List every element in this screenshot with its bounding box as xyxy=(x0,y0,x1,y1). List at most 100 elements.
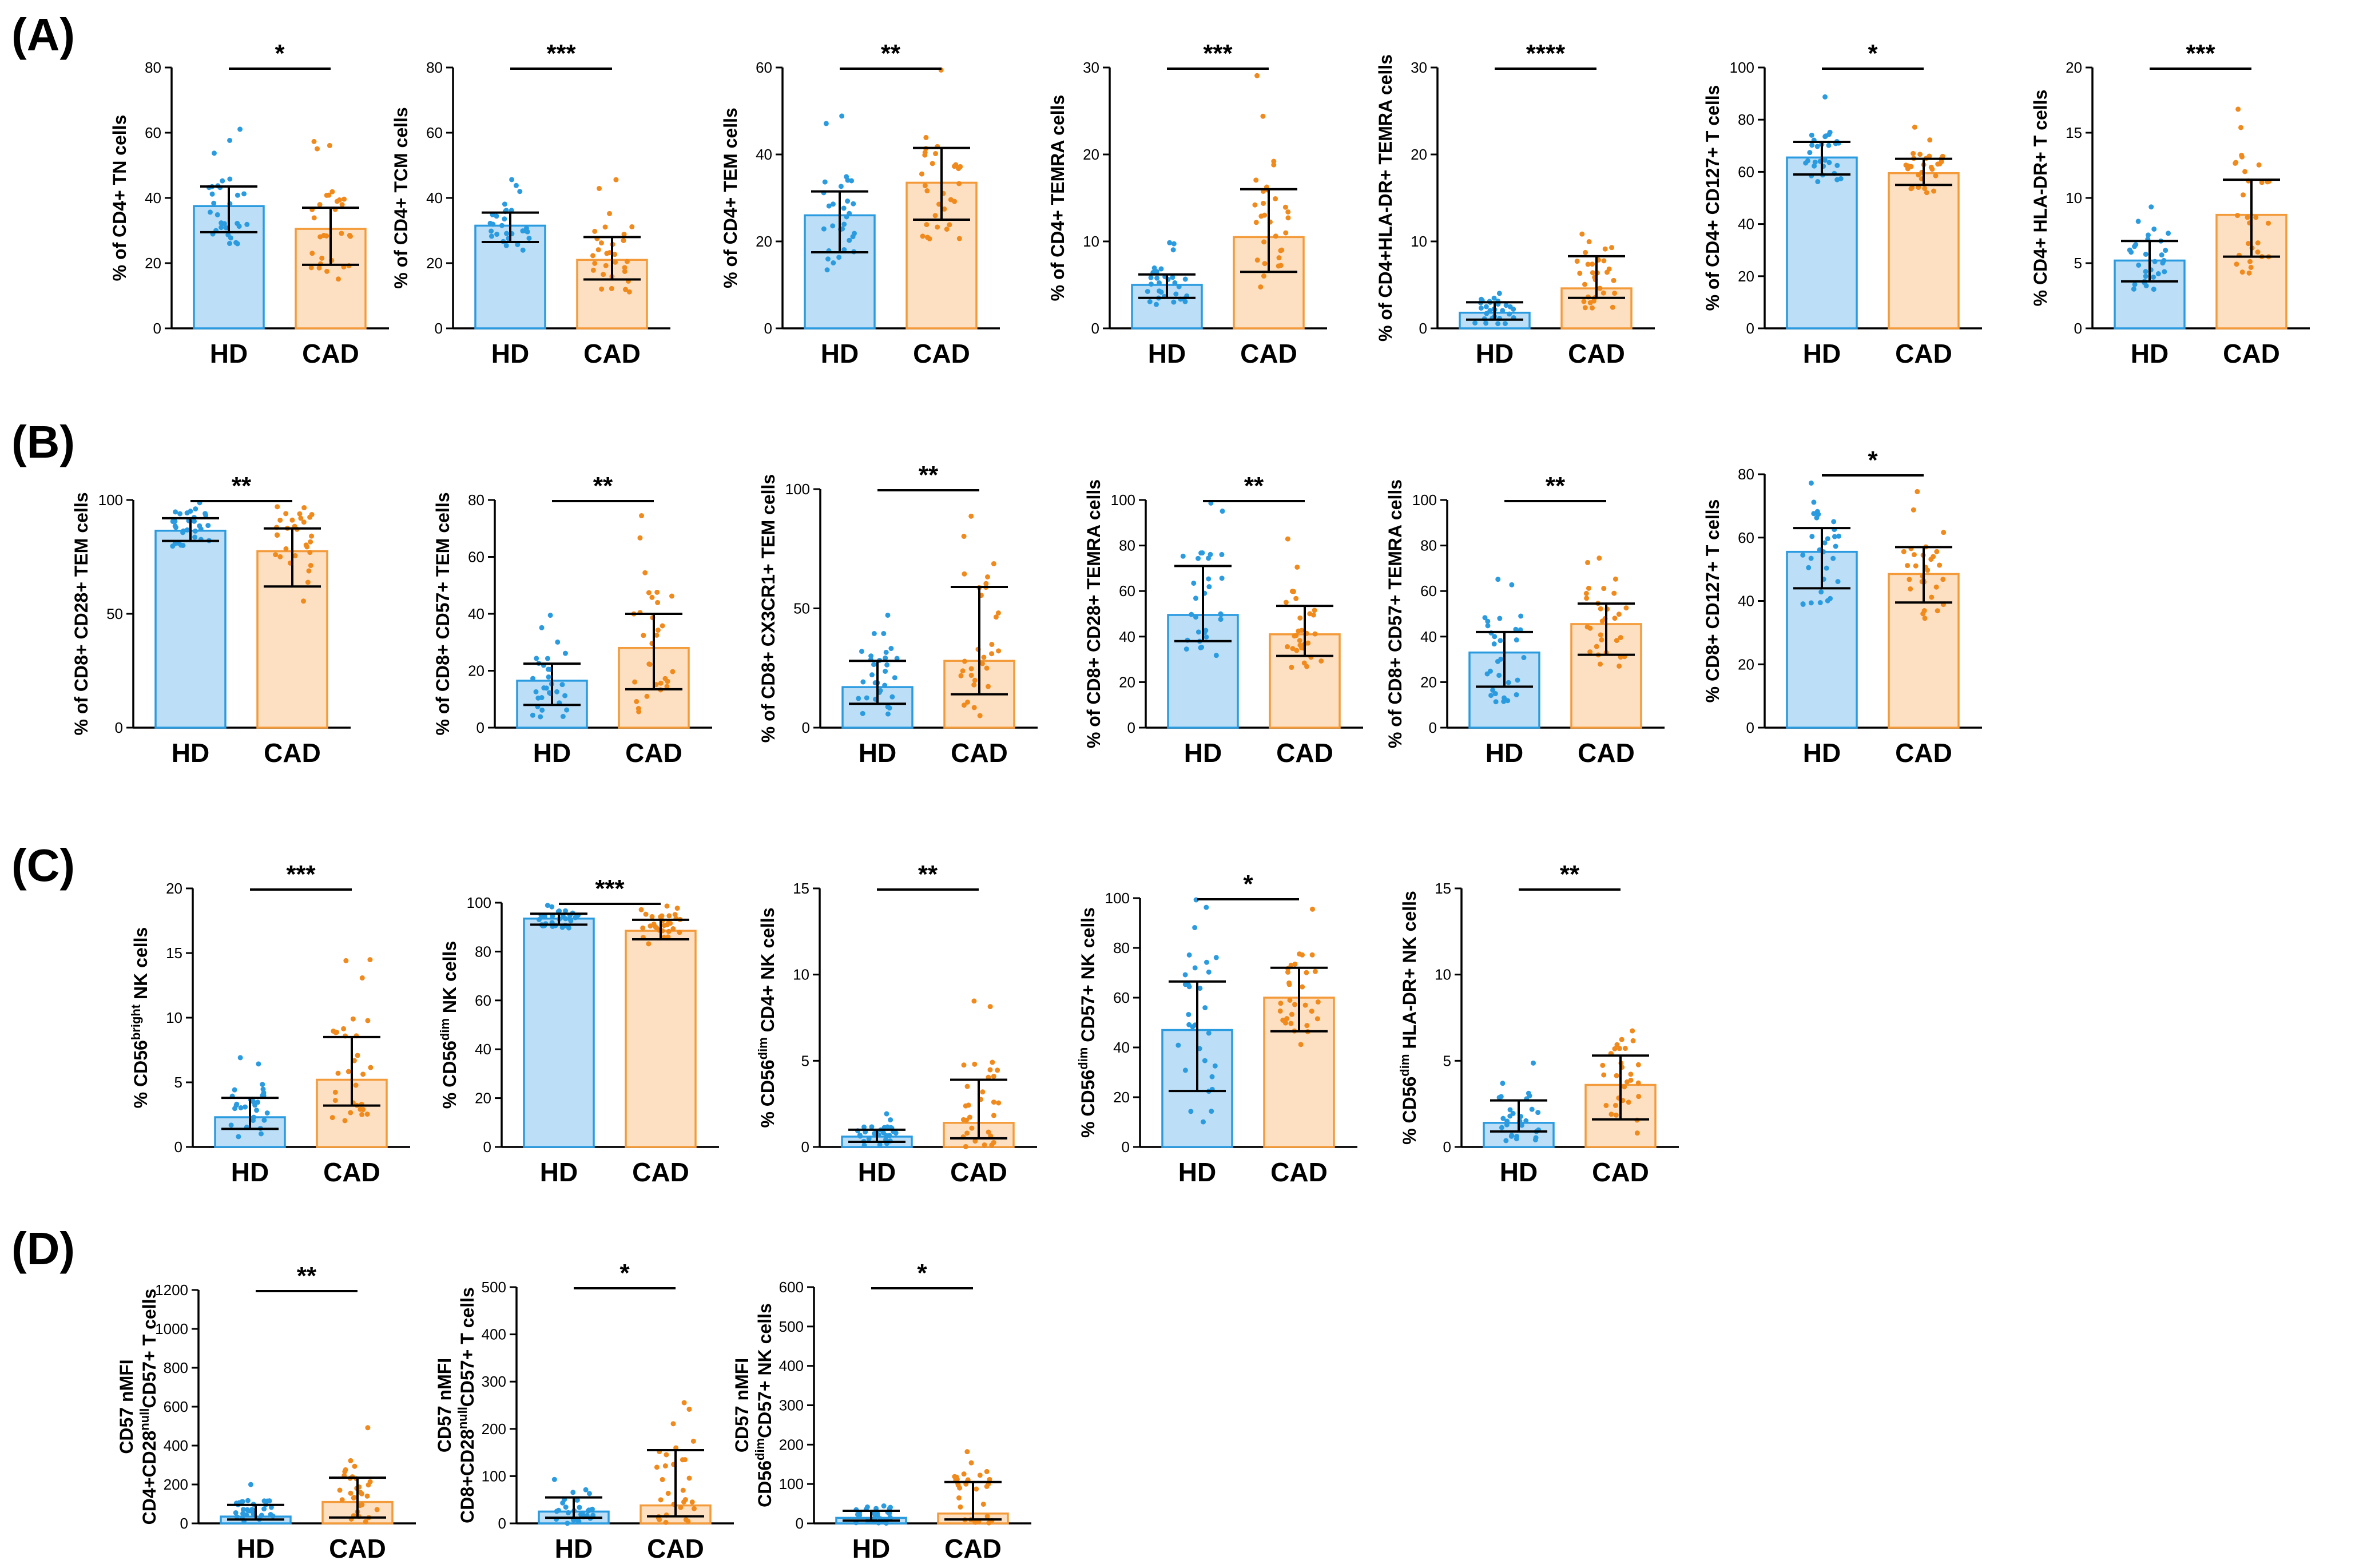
data-point-hd xyxy=(893,1130,899,1136)
data-point-hd xyxy=(245,1498,251,1503)
data-point-hd xyxy=(2143,269,2148,275)
data-point-hd xyxy=(1182,1067,1188,1073)
category-label-cad: CAD xyxy=(302,339,359,368)
data-point-cad xyxy=(309,511,315,517)
y-axis-label-line1: CD57 nMFI xyxy=(434,1358,455,1452)
data-point-hd xyxy=(2132,281,2138,287)
data-point-cad xyxy=(1577,271,1583,276)
data-point-cad xyxy=(662,1463,668,1469)
data-point-cad xyxy=(920,233,926,239)
data-point-hd xyxy=(237,1055,243,1061)
data-point-cad xyxy=(365,1018,371,1023)
data-point-cad xyxy=(964,1083,970,1089)
data-point-hd xyxy=(830,223,836,229)
data-point-cad xyxy=(1315,999,1321,1005)
y-axis-label: CD8+CD28nullCD57+ T cells xyxy=(455,1287,478,1523)
data-point-hd xyxy=(1482,615,1488,621)
data-point-cad xyxy=(2233,160,2238,166)
data-point-cad xyxy=(981,654,987,660)
data-point-cad xyxy=(1252,202,1258,208)
y-tick-label: 60 xyxy=(1738,163,1754,180)
data-point-cad xyxy=(924,188,930,194)
data-point-hd xyxy=(170,543,176,549)
data-point-hd xyxy=(884,1111,889,1117)
data-point-cad xyxy=(1287,997,1293,1003)
data-point-cad xyxy=(1614,638,1619,644)
data-point-hd xyxy=(1192,965,1198,971)
data-point-hd xyxy=(1825,598,1830,604)
data-point-hd xyxy=(1500,1081,1506,1086)
y-tick-label: 10 xyxy=(1435,966,1451,983)
y-tick-label: 400 xyxy=(164,1437,188,1454)
data-point-cad xyxy=(292,553,298,558)
data-point-cad xyxy=(1586,239,1592,244)
data-point-cad xyxy=(599,286,605,292)
data-point-cad xyxy=(368,1065,374,1070)
data-point-hd xyxy=(2143,283,2149,288)
data-point-hd xyxy=(232,1087,237,1093)
data-point-hd xyxy=(172,518,178,524)
data-point-cad xyxy=(996,1100,1002,1106)
significance-label: * xyxy=(917,1259,927,1287)
data-point-cad xyxy=(1583,249,1588,255)
category-label-hd: HD xyxy=(1500,1157,1538,1187)
data-point-hd xyxy=(2162,269,2167,275)
data-point-cad xyxy=(629,224,635,229)
data-point-hd xyxy=(494,213,499,219)
data-point-cad xyxy=(1610,304,1615,310)
y-tick-label: 5 xyxy=(801,1052,809,1069)
y-tick-label: 0 xyxy=(180,1515,188,1532)
data-point-cad xyxy=(964,1117,970,1123)
data-point-cad xyxy=(1298,1042,1304,1047)
data-point-cad xyxy=(655,600,661,605)
chart-b-7: 0 50 100 HD CAD ** % of CD8+ CD28+ TEM cells xyxy=(71,472,351,768)
data-point-cad xyxy=(2238,125,2244,130)
data-point-hd xyxy=(1836,533,1841,539)
category-label-cad: CAD xyxy=(1568,339,1625,368)
y-tick-label: 20 xyxy=(756,233,772,250)
y-tick-label: 60 xyxy=(1113,989,1130,1006)
data-point-hd xyxy=(1807,150,1813,156)
data-point-cad xyxy=(666,928,672,934)
data-point-hd xyxy=(1190,1024,1196,1030)
data-point-hd xyxy=(1822,134,1828,140)
data-point-cad xyxy=(347,233,353,239)
data-point-hd xyxy=(539,707,545,713)
data-point-cad xyxy=(965,699,971,705)
data-point-cad xyxy=(665,1491,671,1496)
data-point-cad xyxy=(1920,611,1926,617)
data-point-cad xyxy=(1283,600,1289,605)
data-point-cad xyxy=(327,142,332,148)
y-tick-label: 40 xyxy=(756,146,772,163)
y-axis-label-main: % CD56 xyxy=(130,1040,151,1108)
data-point-hd xyxy=(1188,1109,1194,1114)
y-axis-label-main: % CD56 xyxy=(757,1059,778,1128)
data-point-cad xyxy=(355,1053,360,1058)
y-tick-label: 50 xyxy=(793,600,810,617)
y-axis-label-superscript: dim xyxy=(438,1018,452,1041)
data-point-hd xyxy=(2136,262,2142,268)
data-point-hd xyxy=(830,201,836,207)
y-axis-label-main: CD4+CD28 xyxy=(139,1431,160,1525)
y-axis-label-suffix: HLA-DR+ NK cells xyxy=(1399,891,1420,1054)
data-point-cad xyxy=(1933,173,1939,178)
data-point-cad xyxy=(1908,586,1913,592)
data-point-cad xyxy=(664,903,670,909)
category-label-cad: CAD xyxy=(647,1534,704,1563)
y-tick-label: 30 xyxy=(1083,59,1099,76)
y-tick-label: 0 xyxy=(801,1138,809,1156)
data-point-cad xyxy=(1612,291,1618,296)
data-point-cad xyxy=(2253,215,2259,220)
data-point-cad xyxy=(1294,648,1300,653)
data-point-hd xyxy=(215,212,220,217)
category-label-hd: HD xyxy=(1184,738,1222,768)
data-point-hd xyxy=(1814,144,1820,149)
data-point-cad xyxy=(666,913,672,919)
data-point-hd xyxy=(1500,308,1506,313)
data-point-cad xyxy=(1288,962,1294,968)
y-axis-label-superscript: null xyxy=(137,1408,152,1431)
data-point-cad xyxy=(1293,596,1299,601)
data-point-hd xyxy=(264,1110,270,1116)
chart-c-13: 0 5 10 15 20 HD CAD *** % CD56bright NK cells xyxy=(129,860,410,1187)
data-point-cad xyxy=(1613,1112,1619,1118)
